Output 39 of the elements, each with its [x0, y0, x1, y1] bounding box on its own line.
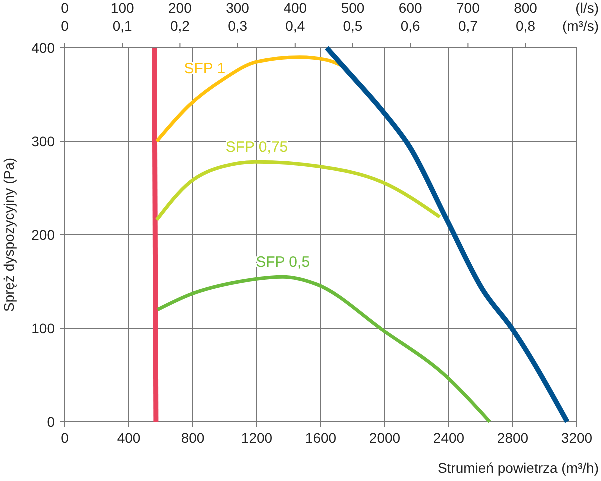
- x2-tick-label: 500: [341, 0, 365, 16]
- x-tick-label: 1600: [305, 430, 337, 446]
- text: 0,6: [400, 18, 421, 34]
- text: 0,5: [343, 18, 363, 34]
- series-label: SFP 0,75: [226, 139, 288, 156]
- x2-tick-label: 0: [61, 0, 70, 16]
- text: 0,7: [458, 18, 478, 34]
- text: 0,8: [516, 18, 536, 34]
- x-tick-label: 400: [117, 430, 141, 446]
- text: 0: [61, 18, 70, 34]
- x2-tick-label: 600: [398, 0, 422, 16]
- line-series: [155, 160, 442, 222]
- x-tick-label: 2800: [497, 430, 529, 446]
- y-axis-title: Spręż dyspozycyjny (Pa): [1, 158, 17, 312]
- x2-axis-title: (l/s): [576, 0, 599, 16]
- x-tick-label: 2000: [369, 430, 401, 446]
- x-tick-label: 800: [181, 430, 205, 446]
- x-tick-label: 2400: [433, 430, 465, 446]
- text: (m³/s): [562, 18, 599, 34]
- text: 0,1: [112, 18, 133, 34]
- text: 0,2: [170, 18, 190, 34]
- x2-tick-label: 700: [456, 0, 480, 16]
- x-tick-label: 1200: [241, 430, 273, 446]
- x2-tick-label: 400: [284, 0, 308, 16]
- text: 0,4: [286, 18, 306, 34]
- y-tick-label: 400: [32, 40, 56, 56]
- x-axis-title: Strumień powietrza (m³/h): [438, 460, 599, 476]
- y-tick-label: 100: [32, 320, 56, 336]
- y-tick-label: 300: [32, 134, 56, 150]
- x-tick-label: 3200: [561, 430, 593, 446]
- x2-tick-label: 300: [226, 0, 250, 16]
- x2-tick-label: 800: [514, 0, 538, 16]
- x2-tick-label: 100: [110, 0, 134, 16]
- x2-tick-label: 200: [168, 0, 192, 16]
- y-tick-label: 200: [32, 227, 56, 243]
- line-series: [156, 275, 492, 424]
- y-tick-label: 0: [47, 414, 56, 430]
- x-tick-label: 0: [61, 430, 70, 446]
- text: 0,3: [228, 18, 248, 34]
